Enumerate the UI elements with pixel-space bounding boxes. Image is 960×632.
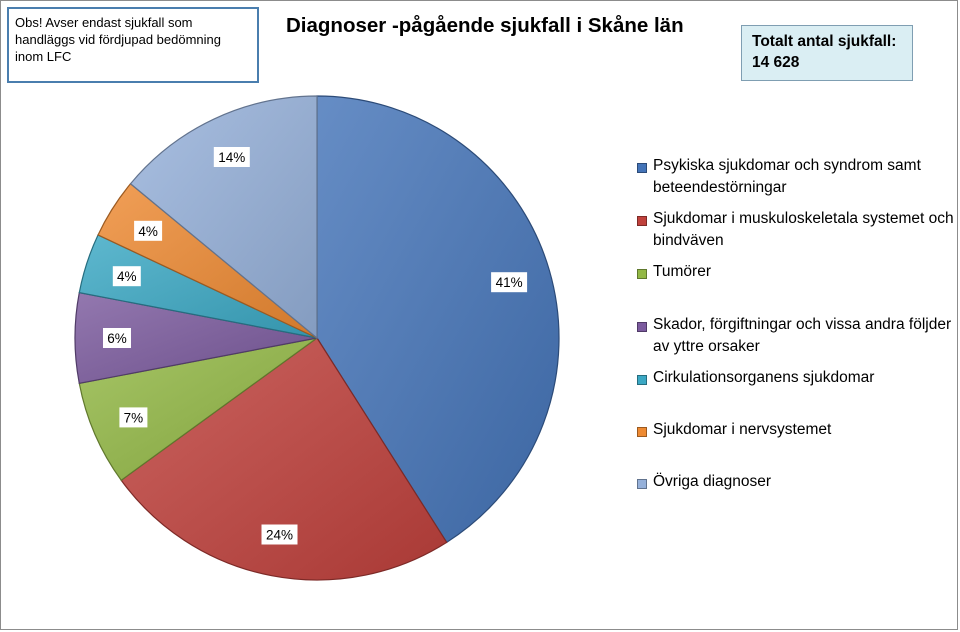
legend-swatch	[637, 269, 647, 279]
legend-label: Sjukdomar i muskuloskeletala systemet oc…	[653, 210, 954, 249]
slice-label-text: 41%	[496, 275, 523, 290]
legend-swatch	[637, 216, 647, 226]
slice-label-text: 14%	[218, 150, 245, 165]
pie-slices	[74, 95, 560, 581]
slice-label: 41%	[491, 272, 528, 293]
legend-label: Cirkulationsorganens sjukdomar	[653, 369, 875, 386]
legend-item: Sjukdomar i muskuloskeletala systemet oc…	[637, 208, 955, 252]
slice-label-text: 4%	[117, 269, 137, 284]
legend-swatch	[637, 322, 647, 332]
slice-label-text: 4%	[138, 224, 158, 239]
legend-label: Psykiska sjukdomar och syndrom samt bete…	[653, 157, 921, 196]
slice-label-text: 6%	[107, 331, 127, 346]
total-box: Totalt antal sjukfall: 14 628	[741, 25, 913, 81]
total-value: 14 628	[752, 54, 800, 71]
pie-slice	[316, 95, 560, 544]
slice-label-box	[134, 220, 163, 241]
slice-label: 7%	[119, 407, 148, 428]
legend-item: Övriga diagnoser	[637, 471, 955, 493]
legend-label: Sjukdomar i nervsystemet	[653, 421, 832, 438]
legend-item: Cirkulationsorganens sjukdomar	[637, 367, 955, 389]
legend-label: Skador, förgiftningar och vissa andra fö…	[653, 316, 952, 355]
note-line: inom LFC	[15, 49, 72, 64]
slice-label: 4%	[112, 266, 141, 287]
legend-item: Sjukdomar i nervsystemet	[637, 419, 955, 441]
slice-label: 6%	[103, 328, 131, 348]
pie-slice	[129, 95, 318, 340]
pie-labels: 41% 24% 7% 6% 4% 4% 14%	[103, 147, 528, 545]
slice-label-box	[119, 407, 148, 428]
pie-slice	[78, 337, 318, 482]
slice-label-text: 24%	[266, 528, 293, 543]
legend-label: Övriga diagnoser	[653, 473, 772, 490]
legend-item: Tumörer	[637, 261, 955, 283]
slice-label-text: 7%	[124, 410, 144, 425]
total-label: Totalt antal sjukfall:	[752, 33, 897, 50]
slice-label-box	[112, 266, 141, 287]
slice-label-box	[213, 147, 250, 167]
slice-label: 4%	[134, 220, 163, 241]
legend-swatch	[637, 163, 647, 173]
legend-swatch	[637, 479, 647, 489]
legend-label: Tumörer	[653, 263, 711, 280]
slice-label-box	[261, 524, 298, 545]
chart-title: Diagnoser -pågående sjukfall i Skåne län	[286, 14, 684, 37]
pie-slice	[120, 337, 448, 581]
note-line: Obs! Avser endast sjukfall som	[15, 15, 193, 30]
slice-label: 24%	[261, 524, 298, 545]
legend-item: Psykiska sjukdomar och syndrom samt bete…	[637, 155, 955, 199]
legend-swatch	[637, 427, 647, 437]
note-box: Obs! Avser endast sjukfall som handläggs…	[7, 7, 259, 83]
note-line: handläggs vid fördjupad bedömning	[15, 32, 221, 47]
slice-label: 14%	[213, 147, 250, 167]
slice-label-box	[491, 272, 528, 293]
legend-swatch	[637, 375, 647, 385]
legend-item: Skador, förgiftningar och vissa andra fö…	[637, 314, 955, 358]
slice-label-box	[103, 328, 131, 348]
